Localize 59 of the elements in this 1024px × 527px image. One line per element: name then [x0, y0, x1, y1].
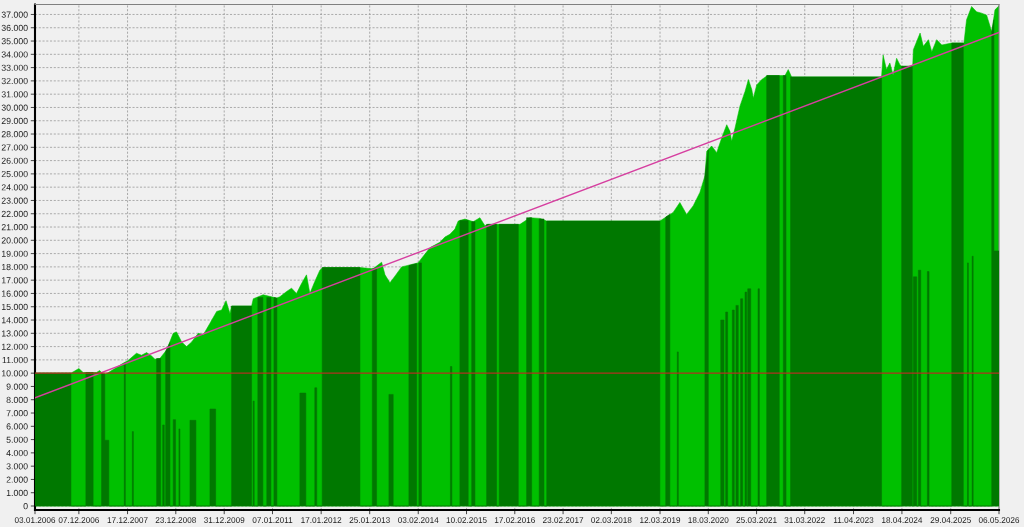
x-tick-label: 17.01.2012 [301, 517, 342, 523]
y-tick-label: 22.000 [1, 210, 28, 217]
y-tick-label: 11.000 [2, 356, 28, 364]
y-tick-label: 0 [23, 503, 28, 510]
y-tick-label: 1.000 [6, 489, 28, 496]
x-tick-label: 31.12.2009 [204, 517, 245, 523]
y-tick-label: 9.000 [6, 383, 28, 390]
y-tick-label: 18.000 [1, 263, 28, 271]
x-tick-label: 17.12.2007 [107, 517, 148, 523]
x-tick-label: 23.02.2017 [542, 517, 584, 523]
y-tick-label: 12.000 [1, 343, 28, 350]
y-tick-label: 23.000 [1, 197, 28, 204]
y-tick-label: 3.000 [6, 463, 28, 470]
y-tick-label: 8.000 [6, 396, 28, 403]
x-tick-label: 07.01.2011 [252, 517, 293, 523]
y-tick-label: 5.000 [6, 436, 28, 443]
y-tick-label: 4.000 [6, 449, 28, 457]
x-tick-label: 25.03.2021 [736, 517, 777, 523]
x-tick-label: 03.02.2014 [398, 517, 439, 523]
y-tick-label: 10.000 [1, 370, 28, 377]
y-tick-label: 26.000 [1, 157, 28, 164]
y-tick-label: 16.000 [1, 290, 28, 297]
x-tick-label: 10.02.2015 [446, 517, 487, 523]
y-tick-label: 7.000 [6, 410, 28, 417]
y-tick-label: 13.000 [1, 330, 28, 337]
y-tick-label: 31.000 [1, 91, 28, 98]
x-tick-label: 31.03.2022 [784, 517, 825, 523]
y-tick-label: 15.000 [1, 303, 28, 310]
y-tick-label: 36.000 [1, 24, 28, 32]
y-tick-label: 6.000 [6, 423, 28, 430]
y-tick-label: 37.000 [1, 11, 28, 18]
y-tick-label: 19.000 [1, 250, 28, 257]
x-tick-label: 06.05.2026 [978, 517, 1020, 523]
y-tick-label: 28.000 [1, 131, 28, 138]
x-tick-label: 11.04.2023 [833, 517, 874, 523]
x-tick-label: 02.03.2018 [591, 517, 632, 523]
y-tick-label: 2.000 [6, 476, 28, 483]
y-tick-label: 30.000 [1, 104, 28, 111]
x-tick-label: 12.03.2019 [640, 517, 681, 523]
y-tick-label: 21.000 [1, 224, 28, 231]
x-tick-label: 29.04.2025 [930, 517, 971, 523]
y-tick-label: 34.000 [1, 51, 28, 58]
x-tick-label: 17.02.2016 [494, 517, 535, 523]
y-tick-label: 20.000 [1, 237, 28, 244]
y-tick-label: 14.000 [1, 317, 28, 324]
y-tick-label: 33.000 [1, 64, 28, 71]
y-tick-label: 35.000 [1, 38, 28, 45]
x-tick-label: 23.12.2008 [155, 517, 196, 523]
y-tick-label: 32.000 [1, 77, 28, 85]
x-tick-label: 07.12.2006 [58, 517, 100, 523]
y-tick-label: 29.000 [1, 117, 28, 124]
x-tick-label: 18.03.2020 [688, 517, 729, 523]
x-tick-label: 18.04.2024 [882, 517, 923, 523]
y-tick-label: 27.000 [1, 144, 28, 151]
y-tick-label: 24.000 [1, 184, 28, 191]
y-tick-label: 17.000 [1, 277, 28, 284]
x-tick-label: 03.01.2006 [14, 517, 56, 523]
y-tick-label: 25.000 [1, 170, 28, 178]
x-tick-label: 25.01.2013 [349, 517, 390, 523]
